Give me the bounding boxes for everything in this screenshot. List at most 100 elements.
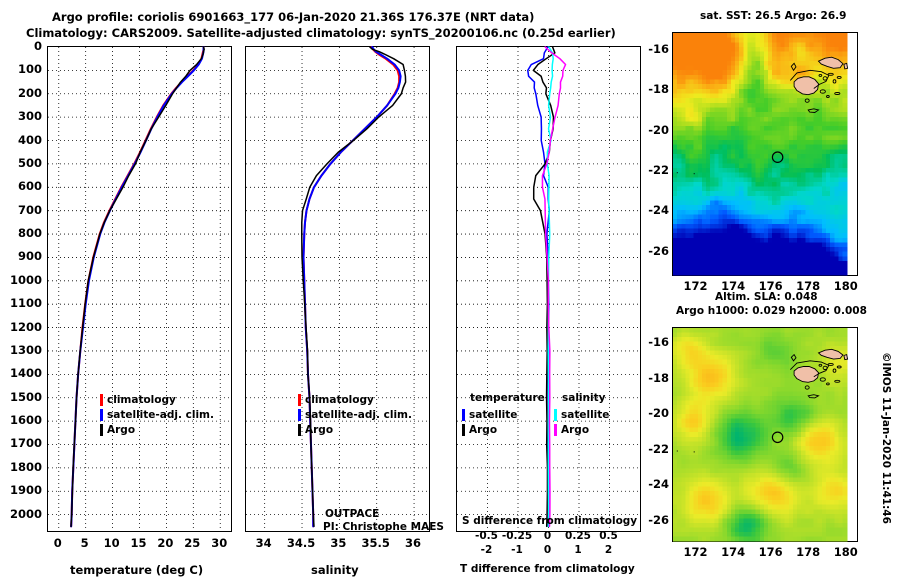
salinity-profile-chart [246, 46, 429, 531]
depth-tick-600: 600 [17, 179, 42, 194]
difference-temperature-axis-label: T difference from climatology [460, 563, 635, 575]
difference-salinity-axis-label: S difference from climatology [462, 515, 638, 527]
depth-tick-900: 900 [17, 249, 42, 264]
page-title-line2: Climatology: CARS2009. Satellite-adjuste… [26, 26, 616, 40]
sla-lon-tick-180: 180 [833, 545, 858, 559]
depth-tick-1600: 1600 [9, 413, 42, 428]
s-difference-tick-0.25: 0.25 [565, 530, 591, 542]
difference-plot-frame [456, 46, 641, 532]
t-difference-tick--1: -1 [511, 544, 523, 556]
depth-tick-1000: 1000 [9, 272, 42, 287]
sla-lon-tick-176: 176 [758, 545, 783, 559]
depth-tick-1900: 1900 [9, 483, 42, 498]
legend-swatch-salinity-satellite [554, 408, 557, 421]
sla-map-title-line2: Argo h1000: 0.029 h2000: 0.008 [676, 305, 867, 317]
depth-tick-1400: 1400 [9, 366, 42, 381]
salinity-axis-label: salinity [311, 563, 359, 577]
legend-label-argo: Argo [107, 423, 136, 436]
legend-swatch-temperature-argo [462, 423, 465, 436]
t-difference-tick-1: 1 [574, 544, 582, 556]
depth-tick-800: 800 [17, 226, 42, 241]
sla-lat-tick--24: -24 [648, 477, 669, 492]
legend-header-salinity: salinity [562, 392, 606, 404]
s-difference-tick--0.5: -0.5 [475, 530, 498, 542]
salinity-legend: climatology satellite-adj. clim. Argo [298, 392, 412, 437]
temperature-plot-frame [47, 46, 232, 532]
legend-swatch-salinity-argo [554, 423, 557, 436]
pi-annotation: PI: Christophe MAES [323, 521, 444, 533]
legend-swatch-satellite-adj [298, 408, 301, 421]
sst-lat-tick--20: -20 [648, 122, 669, 137]
sst-map-frame [672, 32, 858, 276]
sla-lon-tick-174: 174 [721, 545, 746, 559]
s-difference-tick-0.5: 0.5 [599, 530, 618, 542]
sla-lat-tick--26: -26 [648, 512, 669, 527]
temperature-tick-15: 15 [130, 536, 147, 550]
legend-header-temperature: temperature [470, 392, 545, 404]
salinity-tick-35: 35 [330, 536, 347, 550]
sla-lat-tick--16: -16 [648, 335, 669, 350]
page-title-line1: Argo profile: coriolis 6901663_177 06-Ja… [52, 10, 535, 24]
sla-map-title-line1: Altim. SLA: 0.048 [715, 291, 818, 303]
legend-label-temperature-satellite: satellite [469, 408, 518, 421]
legend-label-satellite-adj: satellite-adj. clim. [305, 408, 412, 421]
legend-swatch-temperature-satellite [462, 408, 465, 421]
temperature-profile-chart [48, 46, 231, 531]
legend-swatch-climatology [298, 393, 301, 406]
legend-label-temperature-argo: Argo [469, 423, 498, 436]
t-difference-tick--2: -2 [480, 544, 493, 556]
s-difference-tick-0: 0 [543, 530, 552, 542]
legend-swatch-argo [298, 423, 301, 436]
legend-label-salinity-argo: Argo [561, 423, 590, 436]
sst-lon-tick-180: 180 [833, 279, 858, 293]
depth-tick-500: 500 [17, 155, 42, 170]
legend-label-satellite-adj: satellite-adj. clim. [107, 408, 214, 421]
depth-tick-100: 100 [17, 62, 42, 77]
salinity-tick-34: 34 [255, 536, 272, 550]
sst-lat-tick--26: -26 [648, 243, 669, 258]
temperature-axis-label: temperature (deg C) [70, 563, 204, 577]
legend-swatch-climatology [100, 393, 103, 406]
sst-map [673, 33, 849, 276]
legend-label-salinity-satellite: satellite [561, 408, 610, 421]
t-difference-tick-2: 2 [604, 544, 613, 556]
sst-lon-tick-176: 176 [758, 279, 783, 293]
legend-swatch-argo [100, 423, 103, 436]
temperature-tick-25: 25 [184, 536, 201, 550]
sla-lat-tick--22: -22 [648, 441, 669, 456]
salinity-tick-36: 36 [405, 536, 422, 550]
outpace-annotation: OUTPACE [325, 508, 380, 520]
depth-tick-1800: 1800 [9, 459, 42, 474]
sst-lat-tick--24: -24 [648, 203, 669, 218]
sst-lat-tick--16: -16 [648, 42, 669, 57]
sla-lon-tick-172: 172 [683, 545, 708, 559]
temperature-tick-30: 30 [211, 536, 228, 550]
sla-lat-tick--20: -20 [648, 406, 669, 421]
t-difference-tick-0: 0 [543, 544, 552, 556]
salinity-tick-35.5: 35.5 [361, 536, 390, 550]
legend-label-climatology: climatology [107, 393, 176, 406]
depth-tick-1300: 1300 [9, 342, 42, 357]
salinity-plot-frame [245, 46, 430, 532]
sst-lat-tick--22: -22 [648, 163, 669, 178]
temperature-tick-20: 20 [157, 536, 174, 550]
depth-tick-700: 700 [17, 202, 42, 217]
temperature-tick-5: 5 [80, 536, 89, 550]
s-difference-tick--0.25: -0.25 [501, 530, 533, 542]
depth-tick-0: 0 [33, 39, 42, 53]
depth-tick-1100: 1100 [9, 296, 42, 311]
sst-lon-tick-172: 172 [683, 279, 708, 293]
depth-tick-2000: 2000 [9, 506, 42, 521]
temperature-tick-10: 10 [103, 536, 120, 550]
depth-tick-1500: 1500 [9, 389, 42, 404]
difference-legend: temperature satellite Argo salinity sate… [462, 392, 642, 437]
depth-tick-200: 200 [17, 85, 42, 100]
depth-tick-300: 300 [17, 109, 42, 124]
legend-label-argo: Argo [305, 423, 334, 436]
depth-tick-1700: 1700 [9, 436, 42, 451]
depth-tick-1200: 1200 [9, 319, 42, 334]
temperature-legend: climatology satellite-adj. clim. Argo [100, 392, 214, 437]
legend-swatch-satellite-adj [100, 408, 103, 421]
sst-map-title: sat. SST: 26.5 Argo: 26.9 [700, 10, 847, 22]
difference-profile-chart [457, 46, 640, 531]
